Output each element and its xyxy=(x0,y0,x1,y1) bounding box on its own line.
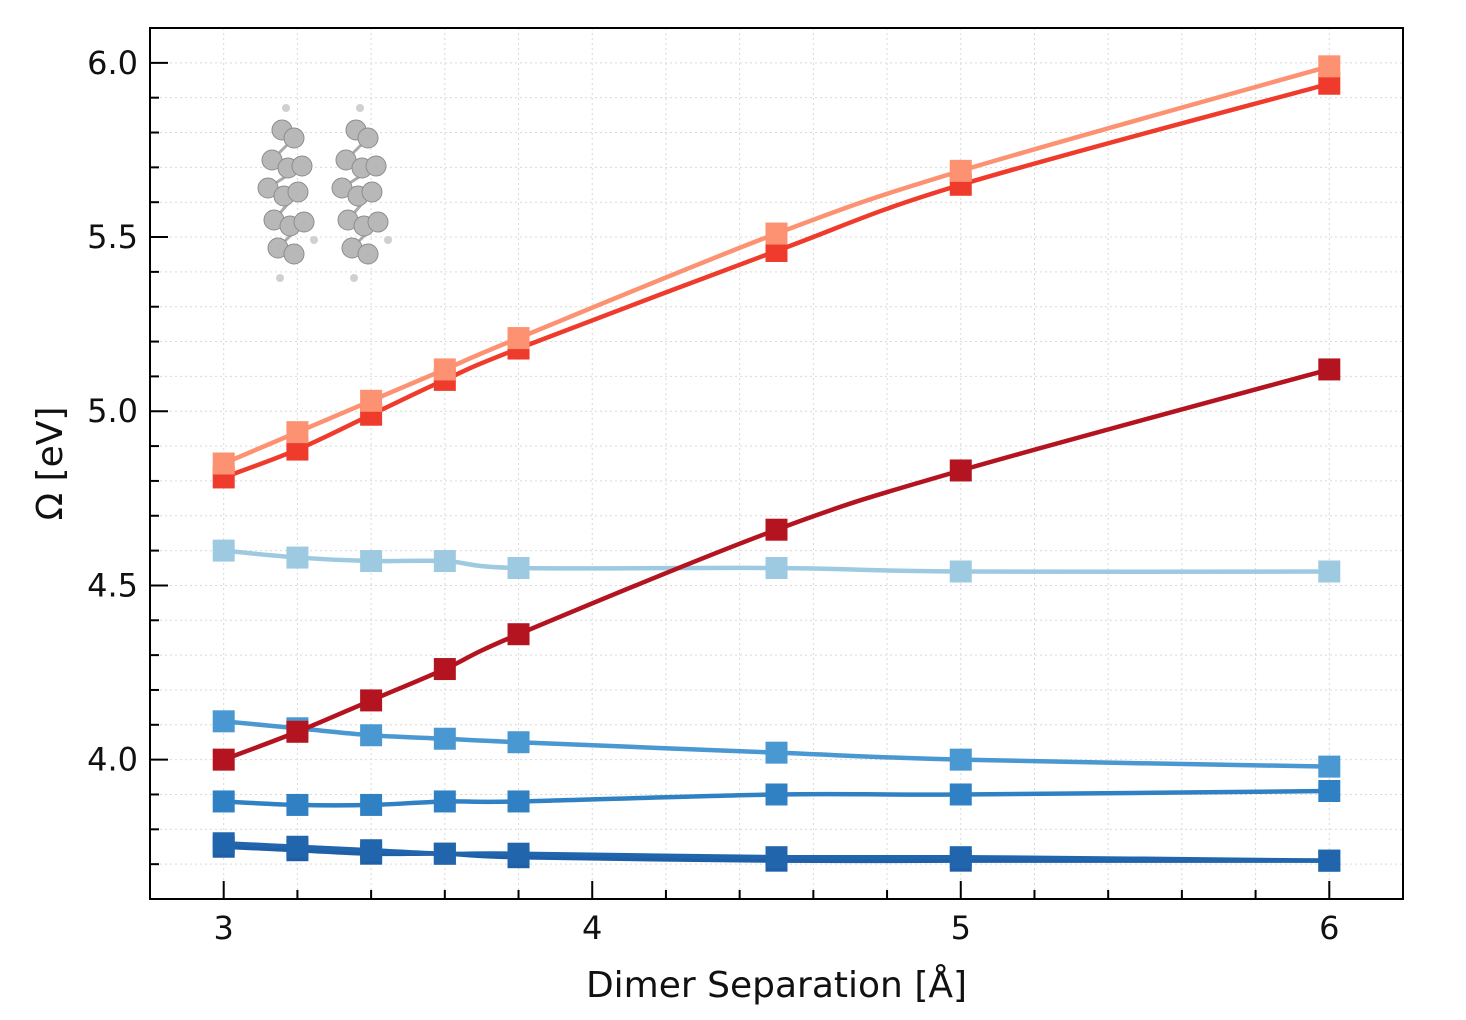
data-point xyxy=(765,239,788,262)
data-point xyxy=(765,846,788,869)
data-point xyxy=(949,560,972,583)
series-line xyxy=(222,64,1330,466)
series-layer xyxy=(212,55,1341,872)
series-line xyxy=(223,719,1330,769)
data-point xyxy=(286,546,309,569)
hydrogen xyxy=(384,236,392,244)
data-point xyxy=(433,658,456,681)
data-point xyxy=(1318,55,1341,78)
data-point xyxy=(286,720,309,743)
ticks xyxy=(150,61,1331,899)
hydrogen xyxy=(310,236,318,244)
x-tick-labels: 3 4 5 6 xyxy=(214,909,1340,947)
x-axis-label: Dimer Separation [Å] xyxy=(586,963,967,1006)
data-point xyxy=(212,539,235,562)
plot-frame xyxy=(149,27,1404,900)
data-point xyxy=(949,846,972,869)
data-point xyxy=(212,748,235,771)
hydrogen xyxy=(350,274,358,282)
atom xyxy=(287,181,309,203)
series-2 xyxy=(212,358,1341,771)
series-line xyxy=(223,841,1330,863)
atom xyxy=(357,127,379,149)
data-point xyxy=(286,438,309,461)
data-point xyxy=(949,159,972,182)
hydrogen xyxy=(276,274,284,282)
grid xyxy=(150,28,1403,899)
series-line xyxy=(223,548,1330,575)
data-point xyxy=(360,389,383,412)
series-line xyxy=(223,788,1330,808)
y-tick-labels: 4.0 4.5 5.0 5.5 6.0 xyxy=(87,44,138,779)
x-tick-label: 3 xyxy=(214,909,234,947)
data-point xyxy=(212,452,235,475)
data-point xyxy=(507,731,530,754)
series-6 xyxy=(212,832,1341,872)
atom xyxy=(283,243,305,265)
atom xyxy=(293,211,315,233)
y-tick-label: 5.5 xyxy=(87,218,138,256)
data-point xyxy=(765,741,788,764)
data-point xyxy=(765,783,788,806)
data-point xyxy=(507,327,530,350)
series-0 xyxy=(212,55,1341,475)
hydrogen xyxy=(356,104,364,112)
data-point xyxy=(1318,779,1341,802)
y-tick-label: 5.0 xyxy=(87,392,138,430)
y-tick-label: 4.0 xyxy=(87,741,138,779)
data-point xyxy=(507,557,530,580)
data-point xyxy=(360,689,383,712)
y-tick-label: 6.0 xyxy=(87,44,138,82)
x-tick-label: 6 xyxy=(1319,909,1339,947)
atom xyxy=(283,127,305,149)
data-point xyxy=(433,550,456,573)
data-point xyxy=(360,550,383,573)
y-tick-label: 4.5 xyxy=(87,566,138,604)
atom xyxy=(291,155,313,177)
hydrogen xyxy=(282,104,290,112)
data-point xyxy=(212,790,235,813)
data-point xyxy=(212,710,235,733)
x-tick-label: 4 xyxy=(582,909,602,947)
data-point xyxy=(949,783,972,806)
atom xyxy=(367,211,389,233)
data-point xyxy=(507,623,530,646)
data-point xyxy=(360,724,383,747)
series-3 xyxy=(212,539,1341,583)
data-point xyxy=(1318,72,1341,95)
data-point xyxy=(286,421,309,444)
data-point xyxy=(433,727,456,750)
data-point xyxy=(433,358,456,381)
series-line xyxy=(222,367,1330,762)
data-point xyxy=(765,518,788,541)
data-point xyxy=(765,557,788,580)
data-point xyxy=(507,790,530,813)
data-point xyxy=(1318,755,1341,778)
x-tick-label: 5 xyxy=(951,909,971,947)
series-line xyxy=(223,844,1330,864)
atom xyxy=(357,243,379,265)
data-point xyxy=(433,842,456,865)
series-5 xyxy=(212,779,1341,816)
atom xyxy=(361,181,383,203)
molecule-inset-icon xyxy=(257,104,392,282)
data-point xyxy=(507,842,530,865)
atom xyxy=(365,155,387,177)
data-point xyxy=(949,459,972,482)
data-point xyxy=(360,839,383,862)
data-point xyxy=(765,222,788,245)
data-point xyxy=(1318,849,1341,872)
data-point xyxy=(1318,560,1341,583)
data-point xyxy=(360,793,383,816)
data-point xyxy=(286,835,309,858)
data-point xyxy=(1318,358,1341,381)
y-axis-label: Ω [eV] xyxy=(30,407,71,521)
data-point xyxy=(286,793,309,816)
series-line xyxy=(222,81,1330,480)
data-point xyxy=(949,748,972,771)
data-point xyxy=(433,790,456,813)
data-point xyxy=(212,832,235,855)
